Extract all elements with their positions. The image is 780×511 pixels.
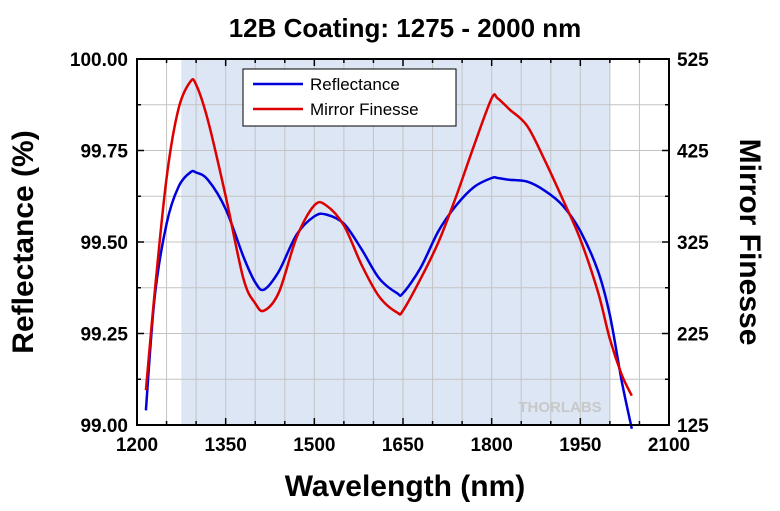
x-tick-label: 1350 (205, 435, 247, 456)
legend-label-mirror-finesse: Mirror Finesse (310, 100, 419, 119)
y-tick-labels: 99.00 99.25 99.50 99.75 100.00 (70, 50, 129, 437)
y-tick-label: 100.00 (70, 50, 128, 71)
chart-title: 12B Coating: 1275 - 2000 nm (229, 13, 582, 43)
legend-label-reflectance: Reflectance (310, 75, 400, 94)
y2-tick-label: 325 (677, 233, 709, 254)
y-axis-title: Reflectance (%) (7, 130, 40, 353)
y-tick-label: 99.75 (80, 142, 128, 163)
series-layer (144, 78, 634, 429)
thorlabs-watermark: THORLABS (518, 399, 601, 416)
series-line-mirror-finesse (144, 78, 633, 397)
y2-tick-label: 225 (677, 325, 709, 346)
legend-box (242, 68, 457, 127)
y2-tick-label: 125 (677, 416, 709, 437)
series-line-reflectance (144, 169, 634, 429)
x-tick-label: 2100 (648, 435, 690, 456)
x-tick-label: 1650 (382, 435, 424, 456)
y2-tick-labels: 125 225 325 425 525 (677, 50, 709, 437)
x-tick-label: 1200 (116, 435, 158, 456)
x-tick-labels: 1200 1350 1500 1650 1800 1950 2100 (116, 435, 690, 456)
y-tick-label: 99.50 (80, 233, 128, 254)
x-axis-title: Wavelength (nm) (285, 470, 526, 503)
legend: Reflectance Mirror Finesse (242, 68, 457, 127)
y-tick-label: 99.00 (80, 416, 128, 437)
x-tick-label: 1800 (471, 435, 513, 456)
x-tick-label: 1950 (559, 435, 601, 456)
y2-tick-label: 525 (677, 50, 709, 71)
x-tick-label: 1500 (293, 435, 335, 456)
y-tick-label: 99.25 (80, 325, 128, 346)
y2-axis-title: Mirror Finesse (733, 139, 766, 346)
axis-ticks (136, 58, 670, 426)
y2-tick-label: 425 (677, 142, 709, 163)
